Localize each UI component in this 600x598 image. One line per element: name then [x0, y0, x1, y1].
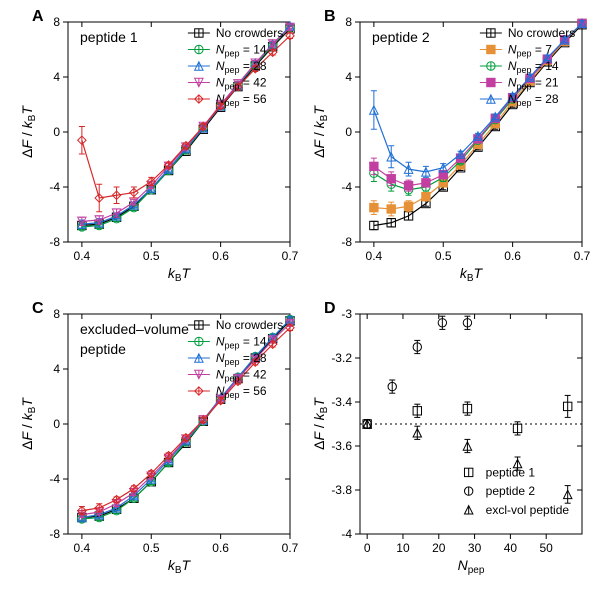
svg-text:Npep = 42: Npep = 42 — [216, 368, 267, 384]
panel-B: B 0.4 0.5 0.6 0.7 -8 -4 0 4 8 peptide 2 No crowders… — [308, 10, 592, 290]
svg-text:Npep = 28: Npep = 28 — [508, 92, 559, 108]
panel-label-A: A — [32, 8, 44, 26]
chart-C: 0.4 0.5 0.6 0.7 -8 -4 0 4 8 excluded–volume peptid… — [16, 302, 300, 582]
svg-text:-8: -8 — [49, 235, 60, 249]
svg-text:excl-vol peptide: excl-vol peptide — [486, 503, 570, 517]
panel-label-C: C — [32, 300, 44, 318]
svg-text:peptide 1: peptide 1 — [80, 29, 138, 45]
svg-text:4: 4 — [53, 70, 60, 84]
svg-text:Npep = 28: Npep = 28 — [216, 351, 267, 367]
svg-text:peptide 2: peptide 2 — [372, 29, 430, 45]
svg-text:-4: -4 — [341, 180, 352, 194]
svg-text:Npep = 14: Npep = 14 — [216, 335, 267, 351]
svg-text:0.4: 0.4 — [74, 541, 91, 555]
svg-text:0.6: 0.6 — [212, 541, 229, 555]
svg-text:0.7: 0.7 — [282, 541, 299, 555]
panel-C: C 0.4 0.5 0.6 0.7 -8 -4 0 4 8 excluded–volume pepti… — [16, 302, 300, 582]
svg-text:0: 0 — [53, 125, 60, 139]
svg-text:kBT: kBT — [168, 265, 192, 284]
svg-text:0.7: 0.7 — [574, 249, 591, 263]
svg-text:-4: -4 — [341, 527, 352, 541]
chart-B: 0.4 0.5 0.6 0.7 -8 -4 0 4 8 peptide 2 No crowders N… — [308, 10, 592, 290]
svg-text:No crowders: No crowders — [216, 26, 283, 40]
svg-text:-4: -4 — [49, 180, 60, 194]
svg-text:Npep = 56: Npep = 56 — [216, 92, 267, 108]
svg-text:-3.8: -3.8 — [331, 483, 352, 497]
svg-text:0: 0 — [364, 541, 371, 555]
panel-label-D: D — [324, 300, 336, 318]
svg-text:-8: -8 — [49, 527, 60, 541]
svg-text:kBT: kBT — [168, 557, 192, 576]
svg-text:peptide: peptide — [80, 341, 126, 357]
svg-text:0.5: 0.5 — [143, 541, 160, 555]
panel-D: D 0 10 20 30 40 50 -4 -3.8 -3.6 -3.4 -3.2 -3 peptide … — [308, 302, 592, 582]
svg-text:20: 20 — [432, 541, 446, 555]
svg-text:0: 0 — [53, 417, 60, 431]
svg-text:0.5: 0.5 — [143, 249, 160, 263]
svg-text:No crowders: No crowders — [216, 318, 283, 332]
svg-text:Npep = 14: Npep = 14 — [216, 43, 267, 59]
svg-text:Npep = 56: Npep = 56 — [216, 384, 267, 400]
svg-text:4: 4 — [53, 362, 60, 376]
svg-text:8: 8 — [53, 15, 60, 29]
svg-text:0: 0 — [345, 125, 352, 139]
svg-text:4: 4 — [345, 70, 352, 84]
svg-text:Npep = 14: Npep = 14 — [508, 59, 559, 75]
svg-text:-3.6: -3.6 — [331, 439, 352, 453]
svg-text:10: 10 — [396, 541, 410, 555]
svg-text:No crowders: No crowders — [508, 26, 575, 40]
svg-text:peptide 2: peptide 2 — [486, 484, 536, 498]
panel-label-B: B — [324, 8, 336, 26]
svg-text:ΔF / kBT: ΔF / kBT — [19, 105, 38, 158]
svg-text:-3.4: -3.4 — [331, 395, 352, 409]
svg-text:-4: -4 — [49, 472, 60, 486]
svg-text:ΔF / kBT: ΔF / kBT — [311, 397, 330, 450]
svg-text:-8: -8 — [341, 235, 352, 249]
svg-text:-3: -3 — [341, 307, 352, 321]
svg-text:0.6: 0.6 — [504, 249, 521, 263]
svg-text:Npep: Npep — [458, 557, 485, 576]
svg-text:ΔF / kBT: ΔF / kBT — [311, 105, 330, 158]
svg-text:30: 30 — [468, 541, 482, 555]
svg-text:8: 8 — [345, 15, 352, 29]
svg-text:Npep = 42: Npep = 42 — [216, 76, 267, 92]
svg-text:0.4: 0.4 — [366, 249, 383, 263]
svg-text:8: 8 — [53, 307, 60, 321]
svg-text:kBT: kBT — [460, 265, 484, 284]
svg-text:ΔF / kBT: ΔF / kBT — [19, 397, 38, 450]
svg-text:peptide 1: peptide 1 — [486, 465, 536, 479]
svg-text:40: 40 — [504, 541, 518, 555]
svg-text:Npep = 28: Npep = 28 — [216, 59, 267, 75]
figure-root: A 0.4 0.5 0.6 0.7 -8 -4 0 4 8 peptide 1 No crowders… — [0, 0, 600, 598]
svg-text:0.6: 0.6 — [212, 249, 229, 263]
chart-D: 0 10 20 30 40 50 -4 -3.8 -3.6 -3.4 -3.2 -3 peptide 1… — [308, 302, 592, 582]
svg-text:0.7: 0.7 — [282, 249, 299, 263]
svg-text:Npep = 7: Npep = 7 — [508, 43, 552, 59]
panel-A: A 0.4 0.5 0.6 0.7 -8 -4 0 4 8 peptide 1 No crowders… — [16, 10, 300, 290]
svg-text:50: 50 — [540, 541, 554, 555]
chart-A: 0.4 0.5 0.6 0.7 -8 -4 0 4 8 peptide 1 No crowders N… — [16, 10, 300, 290]
svg-text:0.4: 0.4 — [74, 249, 91, 263]
svg-text:excluded–volume: excluded–volume — [80, 321, 189, 337]
svg-text:0.5: 0.5 — [435, 249, 452, 263]
svg-text:Npep = 21: Npep = 21 — [508, 76, 559, 92]
svg-text:-3.2: -3.2 — [331, 351, 352, 365]
